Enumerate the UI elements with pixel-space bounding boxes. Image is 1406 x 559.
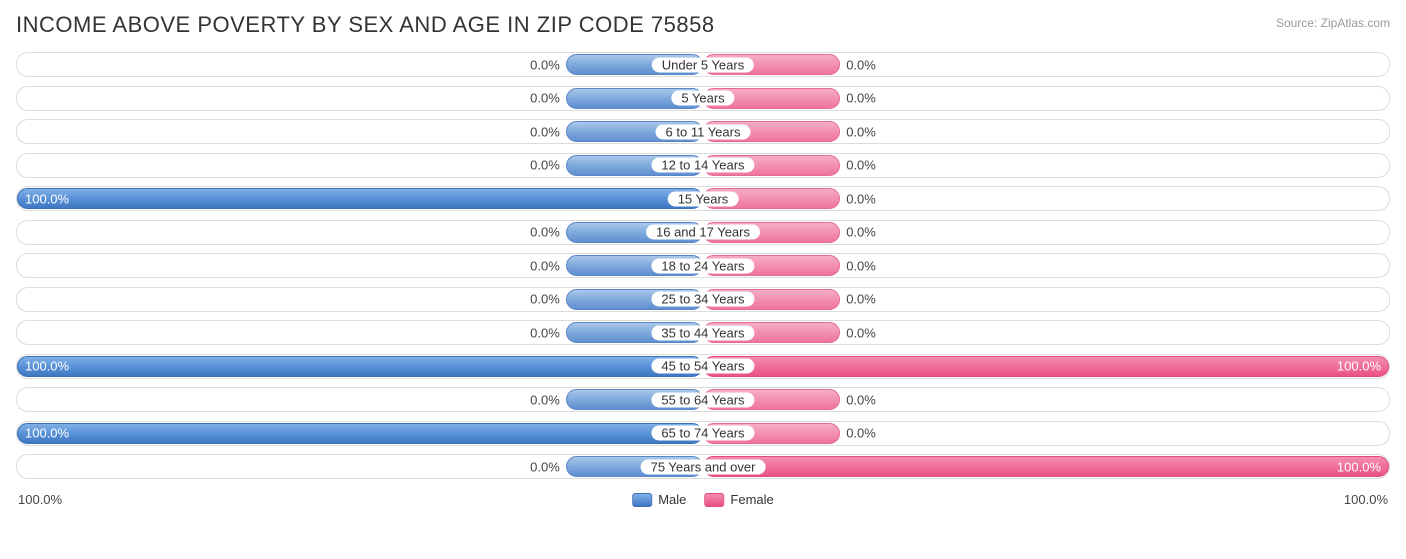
female-pct: 0.0% — [846, 191, 876, 206]
age-label: 25 to 34 Years — [651, 292, 754, 307]
chart-row: 0.0% 0.0% 18 to 24 Years — [16, 253, 1390, 278]
chart-row: 100.0% 100.0% 45 to 54 Years — [16, 354, 1390, 379]
male-pct: 100.0% — [25, 426, 69, 441]
axis-label-right: 100.0% — [1344, 492, 1388, 507]
age-label: 45 to 54 Years — [651, 359, 754, 374]
female-swatch-icon — [704, 493, 724, 507]
male-pct: 0.0% — [530, 57, 560, 72]
male-pct: 0.0% — [530, 91, 560, 106]
legend-female-label: Female — [730, 492, 773, 507]
age-label: 6 to 11 Years — [656, 124, 751, 139]
male-pct: 100.0% — [25, 359, 69, 374]
male-bar — [17, 188, 703, 209]
female-pct: 100.0% — [1337, 459, 1381, 474]
age-label: Under 5 Years — [652, 57, 754, 72]
chart-row: 0.0% 0.0% 5 Years — [16, 86, 1390, 111]
male-pct: 0.0% — [530, 325, 560, 340]
chart-row: 0.0% 0.0% 16 and 17 Years — [16, 220, 1390, 245]
legend-male-label: Male — [658, 492, 686, 507]
age-label: 12 to 14 Years — [651, 158, 754, 173]
female-pct: 0.0% — [846, 258, 876, 273]
female-bar — [703, 456, 1389, 477]
chart-row: 0.0% 0.0% 12 to 14 Years — [16, 153, 1390, 178]
chart-footer: 100.0% Male Female 100.0% — [16, 488, 1390, 512]
chart-row: 0.0% 0.0% 35 to 44 Years — [16, 320, 1390, 345]
axis-label-left: 100.0% — [18, 492, 62, 507]
legend-male: Male — [632, 492, 686, 507]
female-bar — [703, 356, 1389, 377]
female-pct: 0.0% — [846, 124, 876, 139]
female-pct: 0.0% — [846, 225, 876, 240]
legend: Male Female — [632, 492, 774, 507]
legend-female: Female — [704, 492, 773, 507]
chart-title: INCOME ABOVE POVERTY BY SEX AND AGE IN Z… — [16, 12, 715, 38]
age-label: 55 to 64 Years — [651, 392, 754, 407]
chart-row: 100.0% 0.0% 65 to 74 Years — [16, 421, 1390, 446]
chart-row: 0.0% 0.0% 6 to 11 Years — [16, 119, 1390, 144]
female-pct: 0.0% — [846, 292, 876, 307]
female-pct: 0.0% — [846, 57, 876, 72]
age-label: 35 to 44 Years — [651, 325, 754, 340]
male-pct: 0.0% — [530, 459, 560, 474]
chart-row: 0.0% 0.0% Under 5 Years — [16, 52, 1390, 77]
female-pct: 0.0% — [846, 325, 876, 340]
female-pct: 0.0% — [846, 158, 876, 173]
age-label: 15 Years — [668, 191, 739, 206]
male-pct: 0.0% — [530, 158, 560, 173]
age-label: 18 to 24 Years — [651, 258, 754, 273]
male-pct: 0.0% — [530, 292, 560, 307]
female-pct: 0.0% — [846, 91, 876, 106]
male-bar — [17, 356, 703, 377]
source-label: Source: ZipAtlas.com — [1276, 16, 1390, 30]
age-label: 5 Years — [671, 91, 734, 106]
female-pct: 0.0% — [846, 426, 876, 441]
header: INCOME ABOVE POVERTY BY SEX AND AGE IN Z… — [16, 12, 1390, 38]
male-pct: 0.0% — [530, 258, 560, 273]
male-swatch-icon — [632, 493, 652, 507]
male-bar — [17, 423, 703, 444]
diverging-bar-chart: 0.0%0.0%Under 5 Years0.0%0.0%5 Years0.0%… — [16, 52, 1390, 479]
male-pct: 0.0% — [530, 225, 560, 240]
chart-row: 100.0% 0.0% 15 Years — [16, 186, 1390, 211]
male-pct: 0.0% — [530, 124, 560, 139]
female-pct: 100.0% — [1337, 359, 1381, 374]
male-pct: 0.0% — [530, 392, 560, 407]
chart-row: 0.0% 0.0% 55 to 64 Years — [16, 387, 1390, 412]
age-label: 16 and 17 Years — [646, 225, 760, 240]
chart-row: 0.0% 100.0% 75 Years and over — [16, 454, 1390, 479]
female-pct: 0.0% — [846, 392, 876, 407]
male-pct: 100.0% — [25, 191, 69, 206]
age-label: 65 to 74 Years — [651, 426, 754, 441]
chart-row: 0.0% 0.0% 25 to 34 Years — [16, 287, 1390, 312]
age-label: 75 Years and over — [641, 459, 766, 474]
